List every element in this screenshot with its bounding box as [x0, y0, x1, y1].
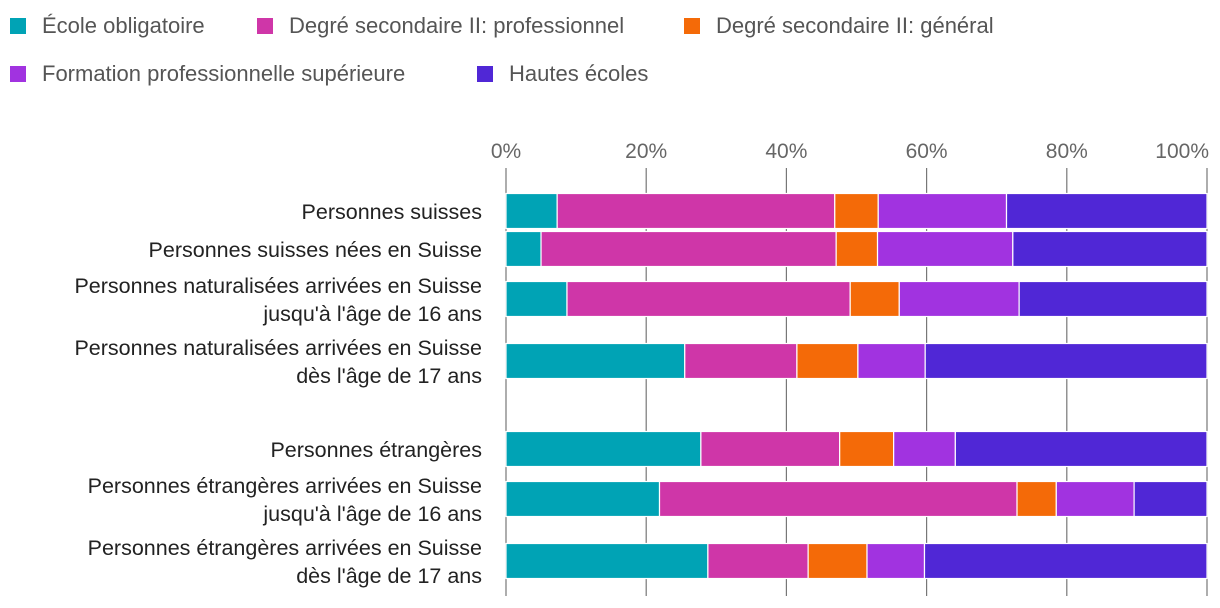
- bar-segment: [505, 430, 702, 468]
- bar-segment: [893, 430, 956, 468]
- bar-segment: [898, 280, 1020, 318]
- category-labels: Personnes suisses Personnes suisses nées …: [74, 200, 482, 588]
- legend-swatch: [477, 66, 493, 82]
- x-tick-label: 40%: [765, 140, 807, 163]
- category-label: Personnes étrangères arrivées en Suisse j…: [88, 474, 482, 526]
- bar-group: [505, 230, 1208, 268]
- legend-item[interactable]: Formation professionnelle supérieure: [10, 61, 405, 86]
- x-tick-label: 100%: [1155, 140, 1209, 163]
- legend-swatch: [684, 18, 700, 34]
- bar-segment: [707, 542, 809, 580]
- category-label: Personnes naturalisées arrivées en Suiss…: [74, 274, 482, 326]
- bar-segment: [658, 480, 1018, 518]
- legend-swatch: [257, 18, 273, 34]
- bar-segment: [566, 280, 851, 318]
- bar-segment: [877, 192, 1008, 230]
- bar-group: [505, 280, 1208, 318]
- bar-segment: [849, 280, 900, 318]
- legend-label: Degré secondaire II: général: [716, 13, 994, 38]
- bar-segment: [700, 430, 841, 468]
- bar-segment: [1005, 192, 1208, 230]
- legend-item[interactable]: École obligatoire: [10, 13, 205, 38]
- bar-segment: [857, 342, 926, 380]
- legend-label: École obligatoire: [42, 13, 205, 38]
- bar-segment: [924, 342, 1208, 380]
- x-tick-label: 20%: [625, 140, 667, 163]
- bar-segment: [954, 430, 1208, 468]
- x-tick-label: 0%: [491, 140, 521, 163]
- bar-segment: [540, 230, 837, 268]
- bar-segment: [835, 230, 879, 268]
- category-label: Personnes naturalisées arrivées en Suiss…: [74, 336, 482, 388]
- bar-segment: [556, 192, 836, 230]
- legend-item[interactable]: Hautes écoles: [477, 61, 648, 86]
- x-tick-label: 60%: [906, 140, 948, 163]
- bar-group: [505, 192, 1208, 230]
- bar-segment: [876, 230, 1014, 268]
- legend-label: Formation professionnelle supérieure: [42, 61, 405, 86]
- category-label: Personnes suisses nées en Suisse: [149, 238, 482, 262]
- bar-group: [505, 480, 1208, 518]
- bar-segment: [505, 542, 709, 580]
- legend-swatch: [10, 18, 26, 34]
- bar-segment: [1012, 230, 1208, 268]
- category-label: Personnes suisses: [302, 200, 482, 224]
- bar-segment: [1018, 280, 1208, 318]
- bar-group: [505, 342, 1208, 380]
- bar-segment: [1055, 480, 1135, 518]
- legend-label: Hautes écoles: [509, 61, 648, 86]
- bar-segment: [505, 192, 558, 230]
- bar-segment: [505, 280, 568, 318]
- bar-segment: [505, 230, 542, 268]
- x-tick-label: 80%: [1046, 140, 1088, 163]
- x-axis-tick-labels: 0% 20% 40% 60% 80% 100%: [491, 140, 1209, 163]
- bar-segment: [684, 342, 798, 380]
- bar-segment: [923, 542, 1208, 580]
- bar-group: [505, 430, 1208, 468]
- category-label: Personnes étrangères arrivées en Suisse d…: [88, 536, 482, 588]
- category-label: Personnes étrangères: [270, 438, 482, 462]
- legend-item[interactable]: Degré secondaire II: général: [684, 13, 994, 38]
- bar-segment: [839, 430, 895, 468]
- bar-segment: [1016, 480, 1057, 518]
- bar-segment: [807, 542, 868, 580]
- bar-group: [505, 542, 1208, 580]
- bar-segment: [796, 342, 859, 380]
- legend-item[interactable]: Degré secondaire II: professionnel: [257, 13, 624, 38]
- bar-segment: [834, 192, 879, 230]
- bar-segment: [866, 542, 926, 580]
- legend: École obligatoire Degré secondaire II: pr…: [10, 13, 994, 86]
- legend-swatch: [10, 66, 26, 82]
- legend-label: Degré secondaire II: professionnel: [289, 13, 624, 38]
- bar-segment: [1133, 480, 1208, 518]
- bar-segment: [505, 342, 686, 380]
- bar-segment: [505, 480, 661, 518]
- bars: [505, 192, 1208, 580]
